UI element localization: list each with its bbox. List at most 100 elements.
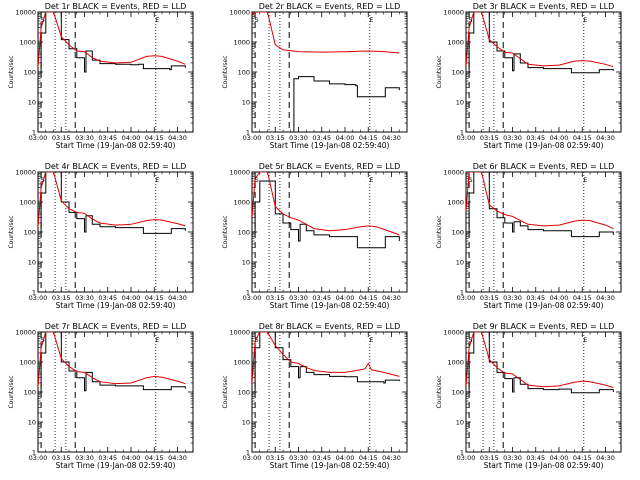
time-marker-label: S [469,176,473,184]
x-tick-label: 04:00 [336,134,355,142]
x-tick-label: 03:15 [266,294,285,302]
x-tick-label: 03:15 [480,294,499,302]
x-tick-label: 04:00 [550,294,569,302]
y-tick-label: 1 [32,288,36,296]
chart-panel: Det 2r BLACK = Events, RED = LLD 1 10 100 10… [222,2,408,150]
x-tick-label: 04:30 [596,134,615,142]
x-tick-label: 04:15 [145,294,164,302]
y-tick-label: 1000 [19,38,36,46]
plot-frame [251,331,408,453]
y-tick-label: 10000 [15,168,36,176]
y-axis-label: Counts/sec [436,55,443,88]
series-group [466,172,614,238]
x-tick-label: 04:30 [168,294,187,302]
plot-frame [251,11,408,133]
y-tick-label: 1 [32,128,36,136]
time-marker-label: E [583,176,587,184]
x-tick-label: 04:30 [168,134,187,142]
time-marker-label: E [369,176,373,184]
x-tick-label: 03:30 [75,294,94,302]
x-tick-label: 03:45 [312,454,331,462]
x-tick-label: 03:45 [98,454,117,462]
series-group [466,12,614,74]
y-tick-label: 1000 [233,358,250,366]
y-tick-label: 10000 [15,328,36,336]
y-tick-label: 1 [246,128,250,136]
y-tick-label: 10 [242,418,250,426]
lld-series-line [252,172,400,236]
x-tick-label: 03:00 [243,294,262,302]
x-tick-label: 03:45 [526,454,545,462]
x-tick-label: 03:00 [457,454,476,462]
x-tick-label: 03:00 [29,294,48,302]
y-tick-label: 10000 [15,8,36,16]
x-tick-label: 03:45 [526,134,545,142]
lld-series-line [466,172,614,230]
y-tick-label: 10 [28,258,36,266]
x-tick-label: 03:15 [266,454,285,462]
y-tick-label: 100 [452,228,464,236]
x-tick-label: 04:15 [359,454,378,462]
y-tick-label: 10000 [443,328,464,336]
x-tick-label: 03:45 [98,294,117,302]
y-tick-label: 1000 [447,358,464,366]
y-tick-label: 1000 [19,358,36,366]
x-tick-label: 03:00 [243,134,262,142]
events-series-line [466,332,614,394]
y-tick-label: 10 [242,258,250,266]
x-tick-label: 03:45 [312,294,331,302]
x-tick-label: 04:30 [382,454,401,462]
y-tick-label: 10 [28,418,36,426]
x-tick-label: 03:45 [98,134,117,142]
y-axis-label: Counts/sec [436,375,443,408]
time-marker-label: S [41,336,45,344]
x-tick-label: 04:30 [382,134,401,142]
x-tick-label: 04:00 [122,454,141,462]
y-axis-label: Counts/sec [222,215,229,248]
x-tick-label: 03:30 [75,134,94,142]
y-tick-label: 10 [456,418,464,426]
x-tick-label: 03:15 [480,454,499,462]
x-tick-label: 04:30 [596,454,615,462]
chart-panel: Det 3r BLACK = Events, RED = LLD 1 10 100 10… [436,2,622,150]
chart-title: Det 4r BLACK = Events, RED = LLD [45,162,187,171]
x-tick-label: 03:00 [29,454,48,462]
y-tick-label: 100 [24,388,36,396]
chart-title: Det 5r BLACK = Events, RED = LLD [259,162,401,171]
x-axis-label: Start Time (19-Jan-08 02:59:40) [270,461,390,470]
x-axis-label: Start Time (19-Jan-08 02:59:40) [270,301,390,310]
y-tick-label: 10 [242,98,250,106]
y-axis-label: Counts/sec [8,215,15,248]
y-tick-label: 10000 [229,8,250,16]
y-axis-label: Counts/sec [436,215,443,248]
y-tick-label: 100 [238,68,250,76]
time-marker-label: E [583,336,587,344]
lld-series-line [38,12,186,67]
series-group [252,332,400,393]
x-tick-label: 03:30 [75,454,94,462]
x-axis-label: Start Time (19-Jan-08 02:59:40) [484,141,604,150]
y-tick-label: 10000 [443,8,464,16]
lld-series-line [466,12,614,68]
x-tick-label: 03:30 [503,134,522,142]
x-tick-label: 04:30 [596,294,615,302]
x-tick-label: 04:15 [573,294,592,302]
x-tick-label: 04:30 [382,294,401,302]
series-group [466,332,614,394]
chart-panel: Det 6r BLACK = Events, RED = LLD 1 10 100 10… [436,162,622,310]
x-axis-label: Start Time (19-Jan-08 02:59:40) [56,301,176,310]
y-tick-label: 10000 [229,168,250,176]
x-tick-label: 04:00 [122,294,141,302]
y-tick-label: 100 [24,68,36,76]
time-marker-label: S [41,176,45,184]
events-series-line [252,332,400,393]
time-marker-label: E [155,176,159,184]
chart-title: Det 2r BLACK = Events, RED = LLD [259,2,401,11]
y-tick-label: 1000 [233,198,250,206]
x-tick-label: 04:00 [550,454,569,462]
x-tick-label: 03:15 [52,454,71,462]
events-series-line [38,172,186,234]
y-tick-label: 10 [28,98,36,106]
x-tick-label: 03:15 [266,134,285,142]
x-tick-label: 04:15 [145,134,164,142]
